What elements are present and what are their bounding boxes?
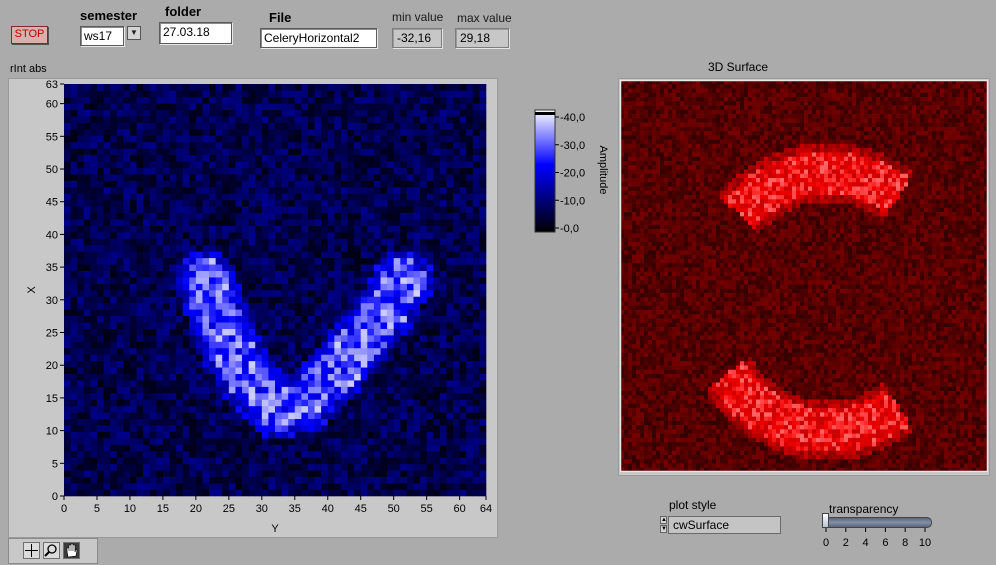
transparency-slider-thumb[interactable] (822, 513, 829, 528)
folder-field[interactable]: 27.03.18 (159, 22, 232, 44)
x-tick-label: 35 (289, 503, 301, 515)
transparency-tick-label: 2 (843, 537, 849, 549)
x-tick-label: 30 (256, 503, 268, 515)
y-axis-label: X (26, 286, 38, 294)
colorbar-title: Amplitude (597, 146, 609, 195)
colorbar-tick-label: -20,0 (560, 168, 585, 180)
max-value-label: max value (457, 11, 512, 25)
semester-label: semester (80, 8, 138, 23)
y-tick-label: 5 (52, 458, 58, 470)
x-tick-label: 45 (355, 503, 367, 515)
y-tick-label: 60 (46, 99, 58, 111)
min-value-label: min value (392, 10, 444, 24)
colorbar-tick-label: -0,0 (560, 223, 579, 235)
amplitude-colorbar[interactable]: -40,0 -30,0 -20,0 -10,0 -0,0 Amplitude (530, 106, 610, 236)
intensity-graph[interactable]: 0 5 10 15 20 25 30 35 40 45 50 55 60 64 0 5 10 15 20 25 30 3… (8, 78, 498, 538)
stop-button[interactable]: STOP (11, 26, 48, 44)
transparency-scale: 0 2 4 6 8 10 (823, 528, 931, 549)
file-field[interactable]: CeleryHorizontal2 (260, 28, 377, 48)
transparency-tick-label: 6 (882, 537, 888, 549)
y-tick-label: 35 (46, 262, 58, 274)
y-tick-label: 40 (46, 229, 58, 241)
transparency-tick-label: 0 (823, 537, 829, 549)
crosshair-tool-button[interactable] (23, 542, 40, 559)
semester-field[interactable]: ws17 (80, 26, 124, 46)
y-tick-label: 15 (46, 393, 58, 405)
x-tick-label: 25 (223, 503, 235, 515)
folder-label: folder (165, 4, 202, 19)
crosshair-icon (25, 544, 38, 557)
x-tick-label: 64 (480, 503, 492, 515)
y-tick-label: 30 (46, 295, 58, 307)
zoom-icon (44, 544, 57, 557)
plot-style-increment[interactable]: ▲ (660, 516, 667, 524)
y-tick-label: 10 (46, 426, 58, 438)
y-tick-label: 55 (46, 131, 58, 143)
y-tick-label: 20 (46, 360, 58, 372)
x-tick-label: 15 (157, 503, 169, 515)
x-tick-label: 60 (454, 503, 466, 515)
colorbar-tick-label: -40,0 (560, 112, 585, 124)
semester-dropdown-button[interactable]: ▼ (127, 26, 141, 40)
transparency-tick-label: 8 (902, 537, 908, 549)
surface-plot[interactable] (620, 80, 988, 472)
transparency-tick-label: 10 (919, 537, 931, 549)
y-tick-label: 25 (46, 328, 58, 340)
x-tick-label: 5 (94, 503, 100, 515)
x-tick-label: 0 (61, 503, 67, 515)
graph-tool-palette (8, 538, 98, 564)
y-tick-label: 50 (46, 164, 58, 176)
y-tick-label: 0 (52, 491, 58, 503)
surface-title: 3D Surface (708, 60, 769, 74)
x-axis-label: Y (271, 523, 279, 535)
pan-tool-button[interactable] (63, 542, 80, 559)
x-tick-label: 10 (124, 503, 136, 515)
y-tick-label: 63 (46, 79, 58, 91)
plot-style-label: plot style (669, 498, 717, 512)
transparency-tick-label: 4 (863, 537, 869, 549)
pan-icon (66, 543, 78, 558)
transparency-label: transparency (829, 502, 899, 516)
plot-style-ring[interactable]: cwSurface (668, 516, 781, 534)
min-value-indicator: -32,16 (392, 28, 442, 48)
x-tick-label: 20 (190, 503, 202, 515)
colorbar-tick-label: -30,0 (560, 140, 585, 152)
x-tick-label: 40 (322, 503, 334, 515)
graph-title: rInt abs (10, 63, 47, 75)
colorbar-tick-label: -10,0 (560, 195, 585, 207)
max-value-indicator: 29,18 (455, 28, 509, 48)
file-label: File (269, 10, 292, 25)
plot-style-decrement[interactable]: ▼ (660, 525, 667, 533)
transparency-slider-track[interactable] (824, 517, 932, 528)
zoom-tool-button[interactable] (43, 542, 60, 559)
x-tick-label: 55 (421, 503, 433, 515)
y-tick-label: 45 (46, 197, 58, 209)
x-tick-label: 50 (388, 503, 400, 515)
